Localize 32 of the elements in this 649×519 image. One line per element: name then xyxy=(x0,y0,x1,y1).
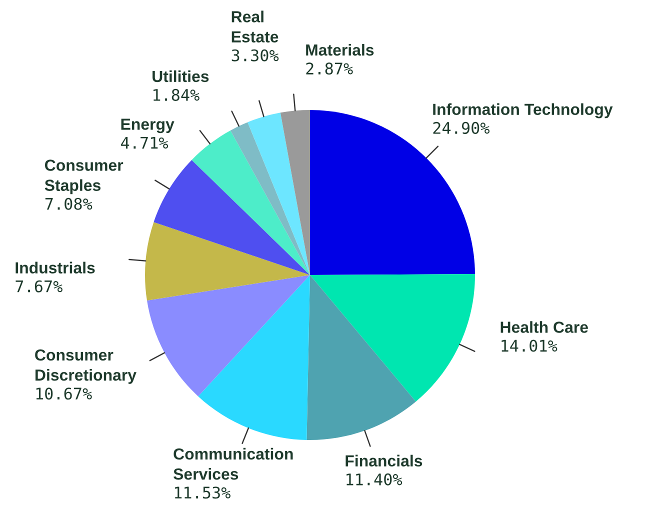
data-label: 10.67% xyxy=(36,388,92,400)
slice-label: Communication Services xyxy=(174,448,293,480)
slice-label: Industrials xyxy=(16,262,95,274)
pie-slice xyxy=(248,112,310,275)
data-label: 24.90% xyxy=(433,122,490,134)
slice-label: Health Care xyxy=(500,321,588,333)
pie-slice xyxy=(146,275,310,396)
data-label: 3.30% xyxy=(232,49,279,62)
pie-slice xyxy=(230,122,310,275)
pie-slice xyxy=(306,275,416,440)
data-label: 11.40% xyxy=(346,473,402,486)
data-label: 1.84% xyxy=(154,88,200,101)
pie-slice xyxy=(154,160,310,275)
pie-slice xyxy=(280,110,310,275)
data-label: 7.67% xyxy=(16,280,62,292)
data-label: 2.87% xyxy=(306,62,353,75)
slice-label: Real Estate xyxy=(232,10,278,42)
slice-label: Information Technology xyxy=(433,103,613,118)
pie-slice xyxy=(198,275,310,440)
slice-label: Consumer Staples xyxy=(44,160,124,194)
slice-label: Consumer Discretionary xyxy=(35,349,136,384)
slice-label: Materials xyxy=(306,44,374,56)
data-label: 11.53% xyxy=(174,486,230,499)
data-label: 7.08% xyxy=(45,198,92,210)
data-label: 4.71% xyxy=(121,136,168,149)
pie-slice xyxy=(192,130,310,275)
slice-label: Energy xyxy=(121,118,174,134)
data-label: 14.01% xyxy=(502,340,558,352)
slice-label: Financials xyxy=(346,454,422,467)
pie-slice xyxy=(310,274,475,402)
slice-label: Utilities xyxy=(152,70,209,82)
pie-slice xyxy=(145,222,310,301)
